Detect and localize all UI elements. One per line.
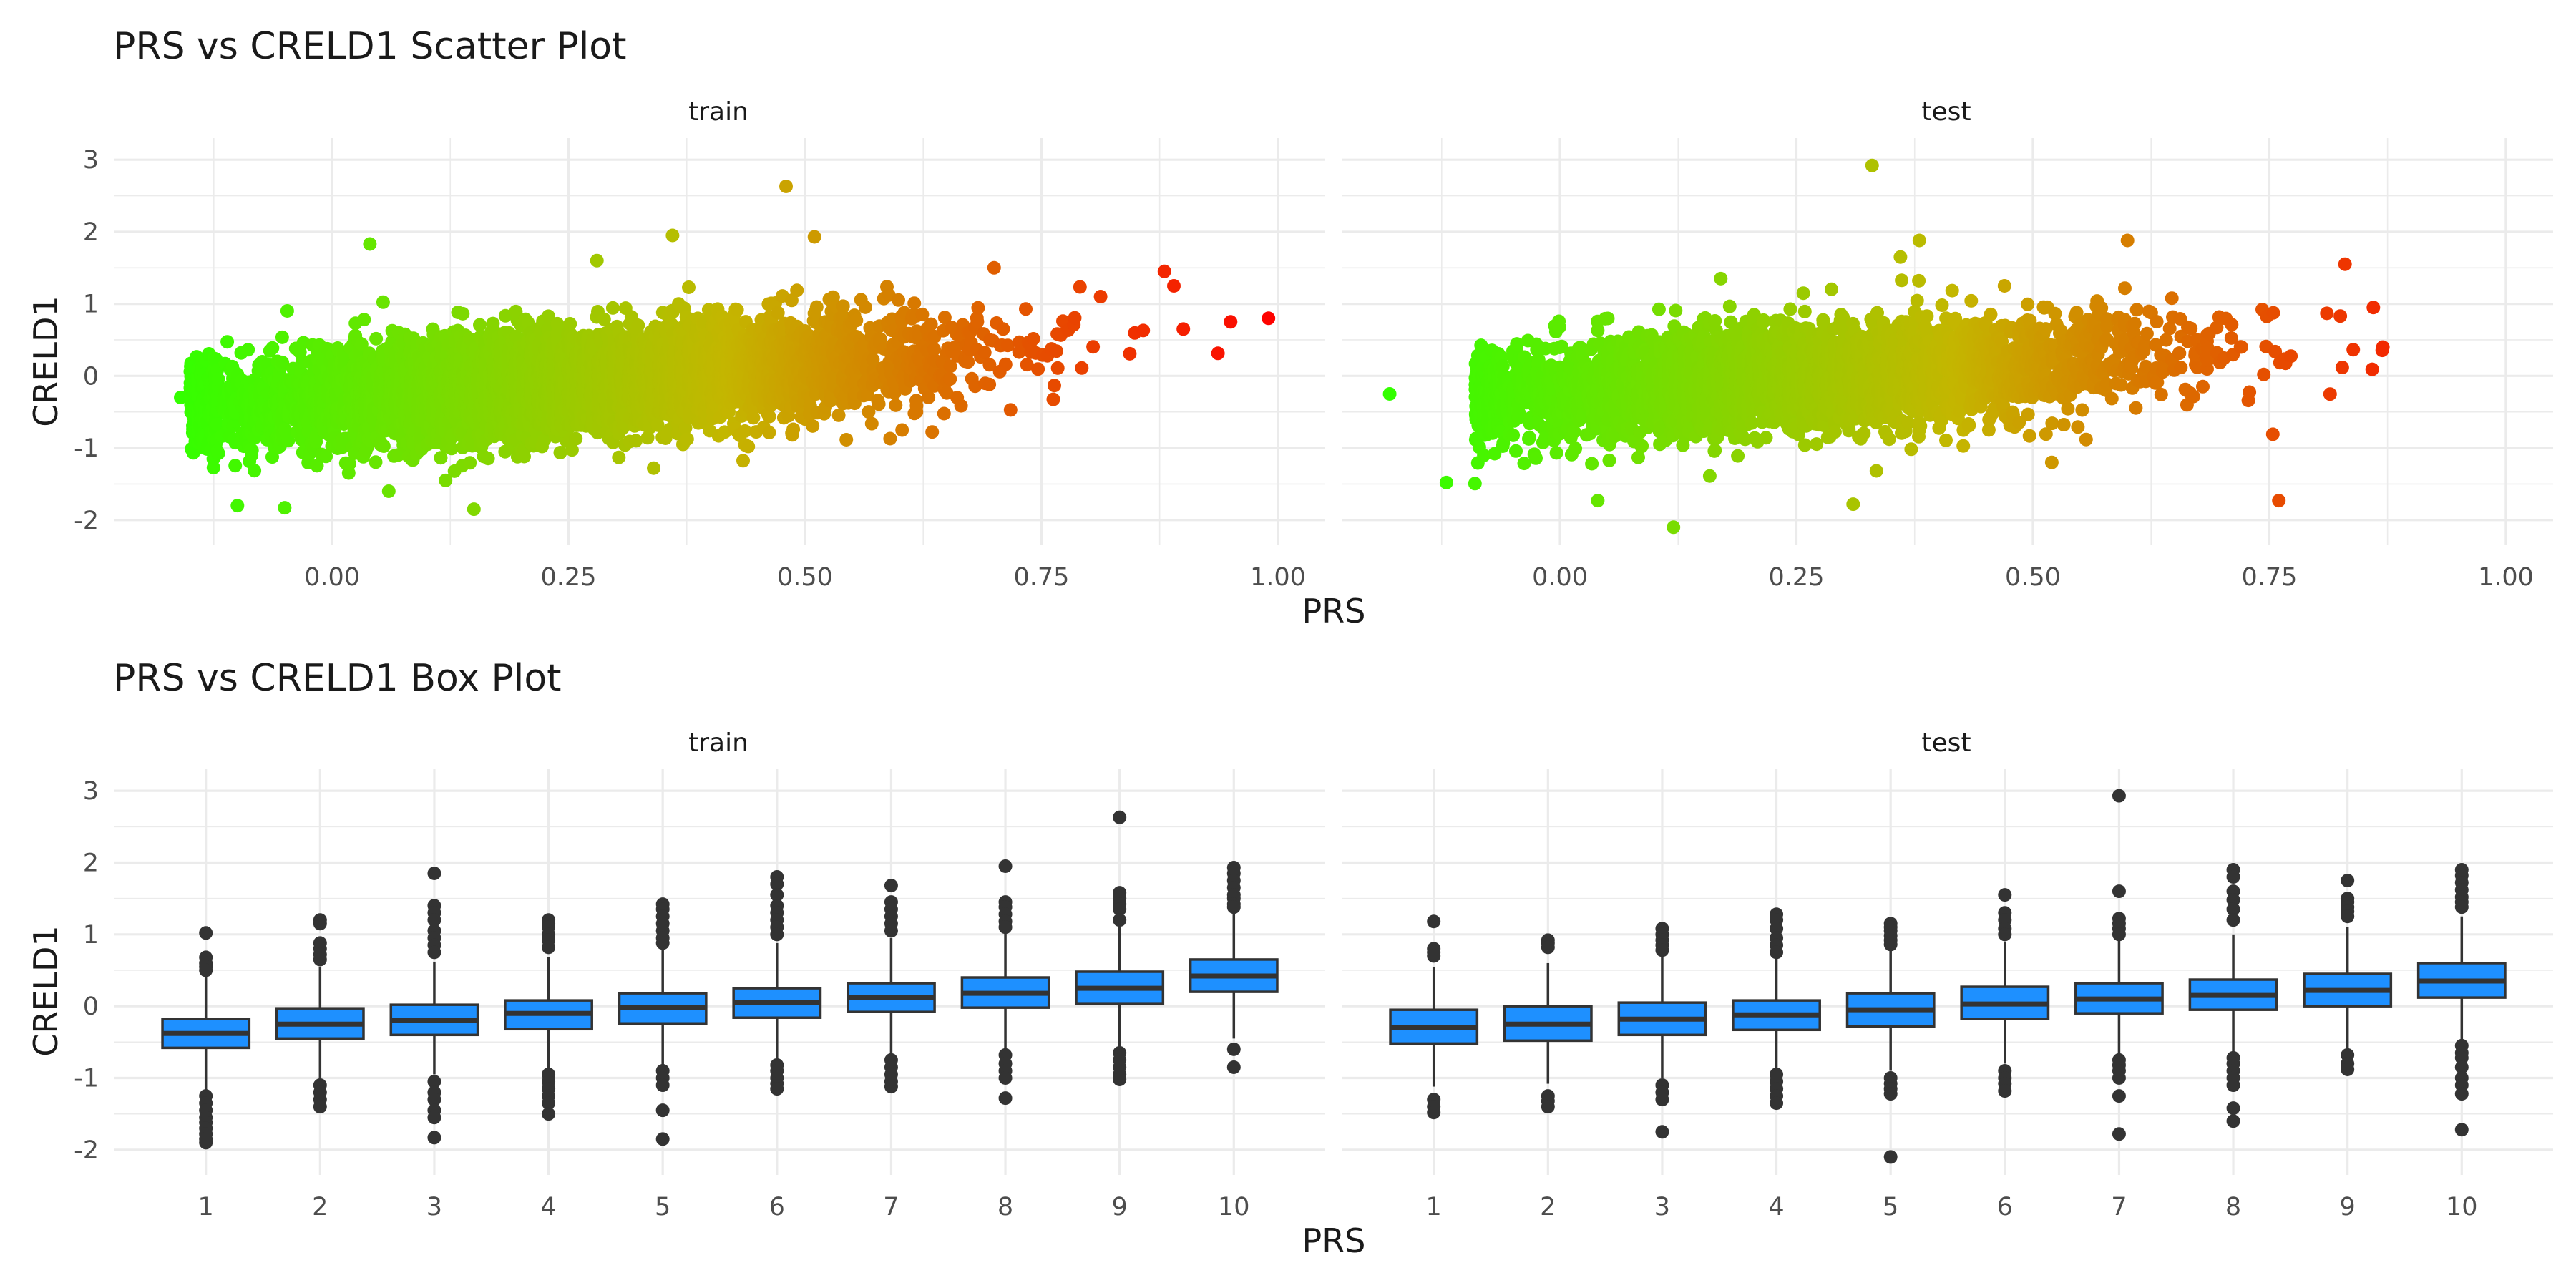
scatter-point [647, 461, 660, 475]
scatter-strip-train: train [688, 97, 748, 127]
scatter-point [342, 457, 356, 471]
scatter-point [265, 341, 280, 355]
scatter-point [228, 459, 243, 473]
scatter-point [629, 434, 643, 448]
scatter-point [206, 461, 220, 474]
scatter-point [680, 432, 694, 447]
scatter-point [211, 447, 225, 460]
scatter-point [569, 431, 583, 446]
scatter-point [741, 439, 756, 454]
scatter-point [481, 452, 495, 466]
scatter-point [319, 449, 333, 464]
scatter-point [762, 426, 776, 439]
scatter-chart: PRS vs CRELD1 Scatter Plot train test -2… [26, 25, 2553, 630]
scatter-point [241, 343, 255, 357]
scatter-point [310, 459, 324, 473]
scatter-point [806, 419, 820, 433]
scatter-point [463, 456, 477, 470]
scatter-point [831, 408, 846, 422]
scatter-point [849, 313, 864, 328]
scatter-strip-test: test [1921, 97, 1971, 127]
scatter-points [174, 180, 1276, 517]
scatter-point [210, 417, 224, 431]
scatter-point [230, 499, 245, 513]
scatter-point [736, 454, 750, 468]
scatter-point [456, 306, 470, 321]
scatter-point [809, 300, 824, 314]
scatter-title: PRS vs CRELD1 Scatter Plot [113, 25, 627, 68]
scatter-point [363, 237, 377, 251]
scatter-point [839, 433, 854, 447]
scatter-point [682, 280, 696, 294]
scatter-point [220, 335, 235, 349]
scatter-point [553, 446, 567, 459]
scatter-point [605, 301, 620, 315]
scatter-point [280, 304, 294, 318]
scatter-point [376, 439, 391, 453]
scatter-point [590, 253, 604, 268]
scatter-panel-train [114, 138, 1325, 545]
scatter-point [278, 501, 292, 515]
scatter-point [807, 230, 821, 244]
scatter-point [790, 283, 804, 298]
scatter-point [275, 356, 290, 370]
scatter-point [836, 299, 850, 313]
scatter-point [248, 464, 262, 478]
scatter-point [730, 303, 744, 317]
scatter-point [211, 372, 225, 386]
scatter-point [631, 318, 645, 333]
scatter-point [381, 484, 396, 498]
scatter-point [467, 502, 481, 517]
scatter-point [779, 180, 793, 193]
scatter-point [762, 409, 776, 424]
scatter-point [354, 337, 369, 351]
scatter-point [665, 228, 680, 243]
scatter-point [275, 330, 289, 344]
scatter-point [786, 422, 801, 436]
scatter-point [281, 434, 296, 448]
scatter-point [174, 391, 187, 404]
scatter-point [357, 313, 371, 327]
scatter-point [376, 295, 390, 309]
scatter-point [473, 318, 487, 332]
scatter-point [612, 450, 626, 464]
scatter-point [369, 331, 384, 346]
scatter-point [369, 455, 383, 469]
scatter-point [245, 443, 259, 457]
